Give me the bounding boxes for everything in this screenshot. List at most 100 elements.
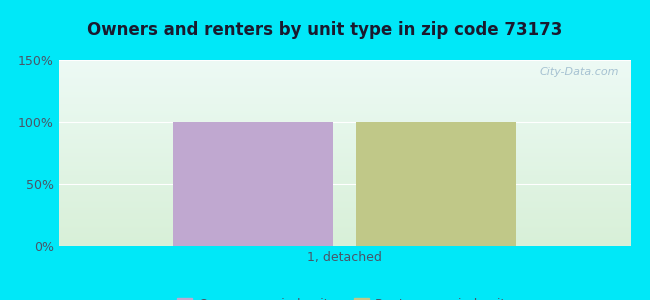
Bar [58, 80, 630, 81]
Bar [58, 75, 630, 76]
Bar [58, 114, 630, 115]
Bar [58, 218, 630, 219]
Bar [58, 93, 630, 94]
Bar [58, 231, 630, 232]
Bar [58, 213, 630, 214]
Bar [58, 98, 630, 99]
Bar [58, 244, 630, 245]
Bar [356, 122, 516, 246]
Bar [58, 225, 630, 226]
Bar [58, 111, 630, 112]
Bar [58, 100, 630, 101]
Bar [58, 99, 630, 100]
Bar [58, 105, 630, 106]
Bar [58, 223, 630, 224]
Bar [58, 130, 630, 131]
Bar [58, 183, 630, 184]
Bar [58, 174, 630, 175]
Bar [58, 181, 630, 182]
Bar [58, 151, 630, 152]
Bar [58, 94, 630, 95]
Legend: Owner occupied units, Renter occupied units: Owner occupied units, Renter occupied un… [172, 293, 517, 300]
Bar [58, 108, 630, 109]
Bar [58, 61, 630, 62]
Bar [58, 140, 630, 141]
Bar [58, 169, 630, 170]
Bar [58, 204, 630, 205]
Bar [58, 149, 630, 150]
Bar [58, 188, 630, 189]
Bar [58, 86, 630, 87]
Bar [58, 124, 630, 125]
Bar [58, 166, 630, 167]
Bar [58, 141, 630, 142]
Bar [58, 85, 630, 86]
Bar [58, 152, 630, 153]
Bar [58, 143, 630, 144]
Bar [58, 226, 630, 227]
Bar [58, 207, 630, 208]
Bar [58, 87, 630, 88]
Bar [58, 215, 630, 216]
Bar [58, 186, 630, 187]
Bar [58, 232, 630, 233]
Bar [58, 120, 630, 121]
Bar [58, 115, 630, 116]
Bar [58, 177, 630, 178]
Bar [58, 202, 630, 203]
Bar [58, 178, 630, 179]
Bar [58, 230, 630, 231]
Bar [58, 206, 630, 207]
Bar [58, 194, 630, 195]
Bar [58, 170, 630, 171]
Bar [58, 133, 630, 134]
Bar [58, 129, 630, 130]
Bar [58, 236, 630, 237]
Bar [58, 125, 630, 126]
Bar [58, 72, 630, 73]
Bar [58, 182, 630, 183]
Bar [58, 69, 630, 70]
Bar [58, 198, 630, 199]
Bar [58, 173, 630, 174]
Bar [58, 117, 630, 118]
Bar [58, 227, 630, 228]
Bar [58, 214, 630, 215]
Bar [173, 122, 333, 246]
Bar [58, 224, 630, 225]
Bar [58, 121, 630, 122]
Bar [58, 85, 630, 86]
Bar [58, 238, 630, 239]
Bar [58, 110, 630, 111]
Bar [58, 167, 630, 168]
Bar [58, 210, 630, 211]
Bar [58, 187, 630, 188]
Bar [58, 150, 630, 151]
Bar [58, 77, 630, 78]
Bar [58, 240, 630, 241]
Bar [58, 83, 630, 84]
Bar [58, 136, 630, 137]
Bar [58, 245, 630, 246]
Bar [58, 148, 630, 149]
Bar [58, 60, 630, 61]
Bar [58, 82, 630, 83]
Bar [58, 160, 630, 161]
Bar [58, 211, 630, 212]
Bar [58, 95, 630, 96]
Bar [58, 113, 630, 114]
Bar [58, 76, 630, 77]
Bar [58, 96, 630, 97]
Bar [58, 189, 630, 190]
Bar [58, 62, 630, 63]
Bar [58, 92, 630, 93]
Bar [58, 79, 630, 80]
Bar [58, 153, 630, 154]
Bar [58, 90, 630, 91]
Bar [58, 212, 630, 213]
Bar [58, 216, 630, 217]
Bar [58, 241, 630, 242]
Bar [58, 196, 630, 197]
Bar [58, 119, 630, 120]
Bar [58, 190, 630, 191]
